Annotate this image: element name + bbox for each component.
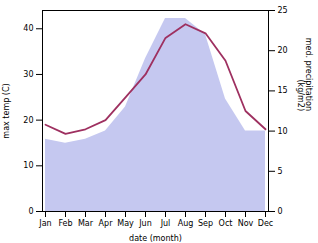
svg-text:40: 40: [23, 24, 33, 33]
svg-text:Aug: Aug: [178, 219, 194, 228]
svg-text:Jun: Jun: [138, 219, 152, 228]
svg-text:10: 10: [23, 161, 33, 170]
svg-text:25: 25: [278, 6, 288, 15]
svg-text:0: 0: [28, 207, 33, 216]
svg-text:30: 30: [23, 70, 33, 79]
svg-text:May: May: [117, 219, 134, 228]
svg-text:10: 10: [278, 127, 288, 136]
svg-text:med. precipitation(kg/m2): med. precipitation(kg/m2): [296, 38, 313, 111]
svg-text:Dec: Dec: [258, 219, 273, 228]
svg-text:Jan: Jan: [38, 219, 51, 228]
svg-text:Feb: Feb: [58, 219, 72, 228]
svg-text:Sep: Sep: [198, 219, 213, 228]
svg-text:5: 5: [278, 167, 283, 176]
svg-text:0: 0: [278, 207, 283, 216]
svg-text:15: 15: [278, 86, 288, 95]
svg-text:20: 20: [278, 46, 288, 55]
svg-text:max temp (C): max temp (C): [2, 83, 11, 138]
svg-text:Apr: Apr: [99, 219, 114, 228]
svg-text:Oct: Oct: [219, 219, 233, 228]
svg-text:Nov: Nov: [238, 219, 254, 228]
svg-text:Mar: Mar: [78, 219, 94, 228]
svg-text:20: 20: [23, 116, 33, 125]
svg-text:date (month): date (month): [129, 234, 182, 243]
svg-text:Jul: Jul: [160, 219, 171, 228]
